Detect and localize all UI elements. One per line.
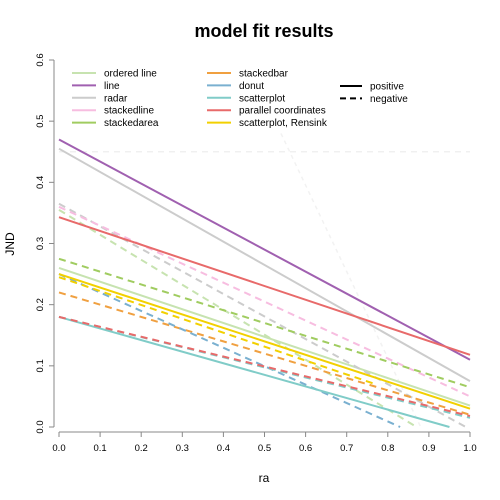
series-line-ordered-line-negative — [58, 209, 418, 428]
y-tick-label: 0.3 — [35, 237, 46, 250]
legend-label: parallel coordinates — [239, 106, 326, 117]
x-tick-label: 0.2 — [135, 443, 148, 454]
series-line-parallel-coordinates-positive — [58, 216, 471, 356]
x-tick-label: 0.7 — [340, 443, 353, 454]
series-line-donut-negative — [58, 273, 401, 428]
legend-label: stackedline — [104, 106, 154, 117]
faint-reference-line — [280, 133, 422, 428]
series-line-scatterplot-negative — [58, 315, 471, 419]
x-tick-label: 0.6 — [299, 443, 312, 454]
y-tick-label: 0.5 — [35, 115, 46, 128]
legend-label: scatterplot — [239, 93, 285, 104]
legend-linetype-label: negative — [370, 94, 408, 105]
legend-label: radar — [104, 93, 128, 104]
series-line-line-positive — [58, 138, 471, 361]
faint-guide-lines — [59, 133, 470, 428]
x-tick-label: 0.0 — [52, 443, 65, 454]
series-line-ordered-line-positive — [58, 267, 471, 407]
legend-label: stackedarea — [104, 118, 159, 129]
x-tick-label: 0.5 — [258, 443, 271, 454]
y-tick-label: 0.6 — [35, 53, 46, 66]
legend-label: ordered line — [104, 69, 157, 80]
y-tick-label: 0.1 — [35, 359, 46, 372]
chart-title: model fit results — [194, 21, 333, 41]
legend-linetype-label: positive — [370, 82, 404, 93]
series-line-parallel-coordinates-negative — [58, 315, 471, 417]
y-tick-label: 0.2 — [35, 298, 46, 311]
legend-label: donut — [239, 81, 264, 92]
series-line-scatterplot-positive — [58, 315, 450, 428]
x-tick-label: 1.0 — [463, 443, 476, 454]
plot-series — [58, 138, 471, 428]
x-tick-label: 0.3 — [176, 443, 189, 454]
y-axis-title: JND — [3, 232, 17, 256]
x-tick-label: 0.1 — [93, 443, 106, 454]
series-line-radar-positive — [58, 147, 471, 382]
series-line-stackedline-negative — [58, 205, 471, 398]
x-axis-title: ra — [259, 471, 270, 485]
x-tick-label: 0.8 — [381, 443, 394, 454]
legend-label: scatterplot, Rensink — [239, 118, 328, 129]
y-tick-label: 0.4 — [35, 176, 46, 189]
series-line-scatterplot-rensink-negative — [58, 276, 376, 386]
y-tick-label: 0.0 — [35, 420, 46, 433]
legend-label: line — [104, 81, 120, 92]
series-line-scatterplot-rensink-positive — [58, 273, 471, 410]
x-tick-label: 0.9 — [422, 443, 435, 454]
x-tick-label: 0.4 — [217, 443, 230, 454]
ticks: 0.0 0.1 0.2 0.3 0.4 0.5 0.6 0.7 0.8 0.9 1.0 0.0 0.1 0… — [35, 53, 477, 454]
legend-label: stackedbar — [239, 69, 289, 80]
